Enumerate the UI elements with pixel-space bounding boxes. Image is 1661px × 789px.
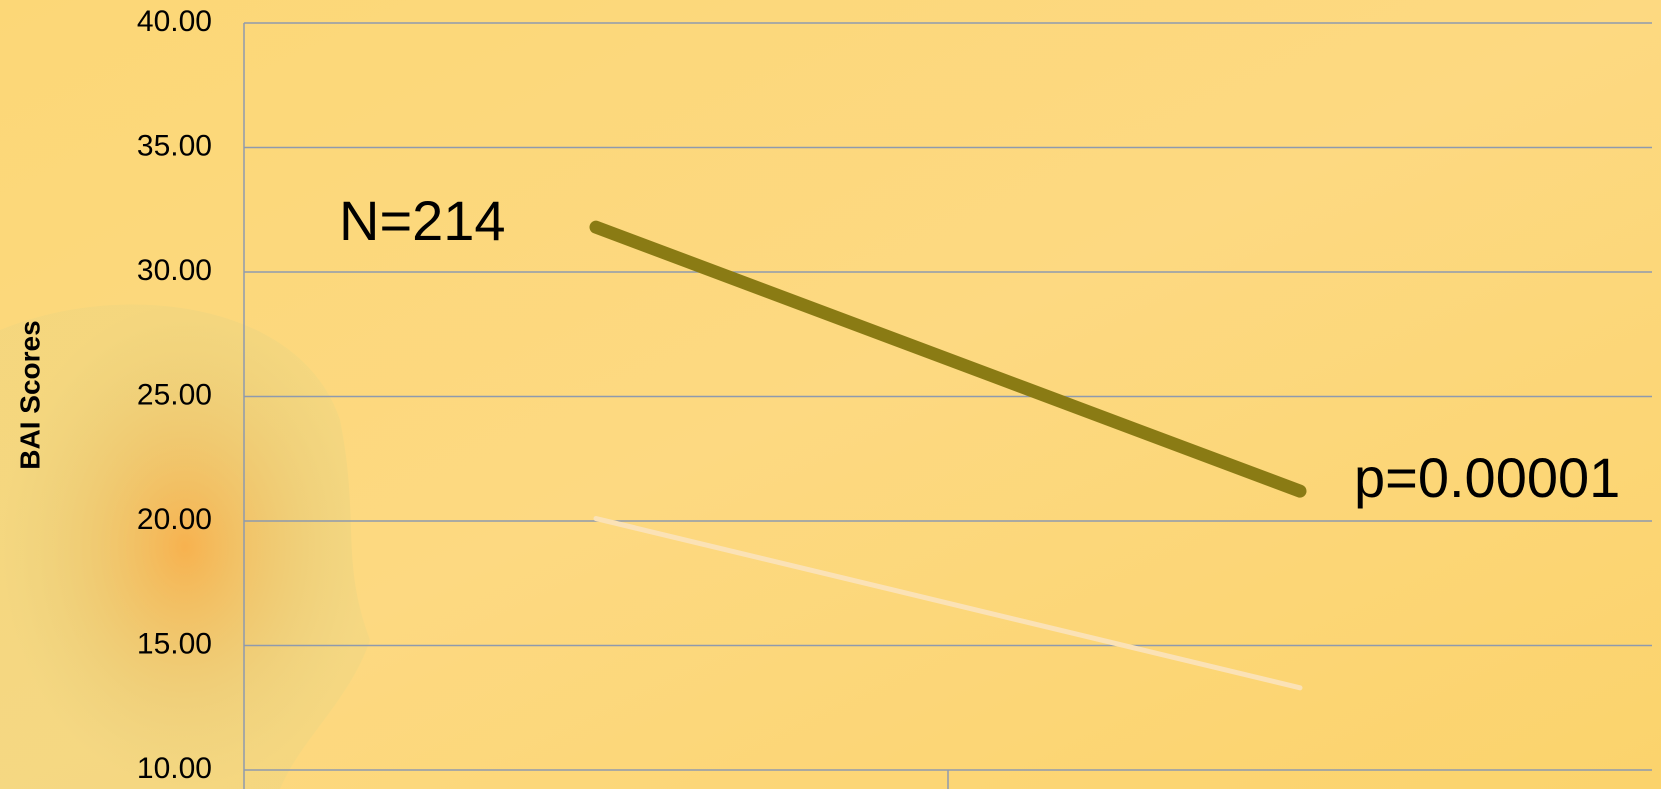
annotation: p=0.00001 [1354,446,1620,509]
series-line [589,220,1307,498]
y-axis-title: BAI Scores [14,320,45,469]
y-tick-label: 35.00 [137,129,212,162]
annotation: N=214 [339,189,506,252]
y-tick-label: 25.00 [137,378,212,411]
y-tick-label: 20.00 [137,503,212,536]
series-line [593,516,1303,691]
head-decoration [0,304,370,789]
y-tick-label: 40.00 [137,5,212,38]
y-tick-label: 30.00 [137,254,212,287]
y-tick-label: 15.00 [137,627,212,660]
y-tick-label: 10.00 [137,752,212,785]
